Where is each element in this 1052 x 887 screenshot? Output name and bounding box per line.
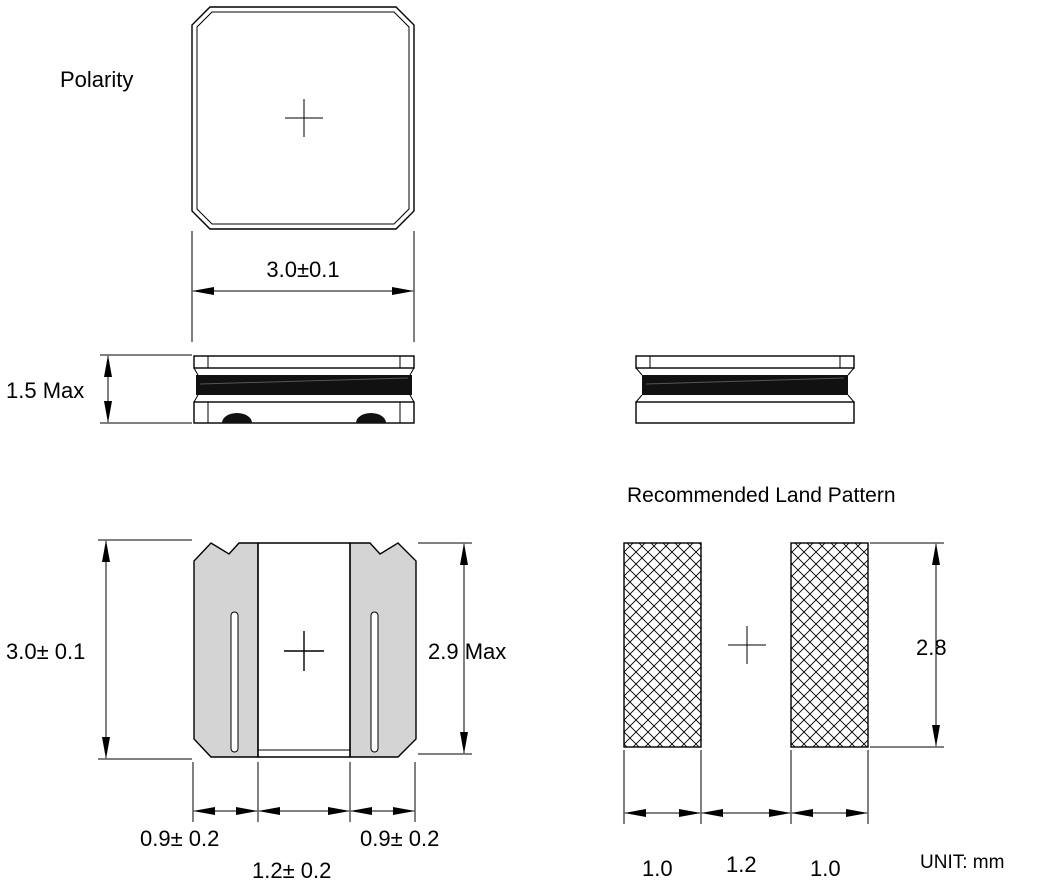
top-view: Polarity 3.0±0.1 (60, 6, 415, 342)
inner-height-label: 2.9 Max (428, 639, 506, 664)
bottom-height-label: 3.0± 0.1 (6, 639, 85, 664)
terminal-left-label: 0.9± 0.2 (140, 826, 219, 851)
unit-label: UNIT: mm (920, 852, 1004, 873)
bottom-view: 3.0± 0.1 2.9 Max 0.9± 0.2 1.2± 0.2 0.9± … (6, 539, 506, 883)
land-pad-left (623, 542, 702, 748)
land-height-label: 2.8 (916, 635, 947, 660)
land-cross-icon (728, 626, 766, 664)
land-pad-right-label: 1.0 (810, 856, 841, 881)
land-gap-label: 1.2 (726, 852, 757, 877)
land-pad-right (790, 542, 869, 748)
polarity-cross-icon (285, 99, 323, 137)
land-pattern-title: Recommended Land Pattern (627, 484, 896, 507)
top-width-label: 3.0±0.1 (266, 257, 339, 282)
side-view-right (635, 355, 855, 424)
polarity-label: Polarity (60, 67, 133, 92)
side-view-front: 1.5 Max (6, 354, 415, 424)
terminal-left (193, 542, 259, 758)
land-pattern: Recommended Land Pattern 2.8 1.0 1.2 1.0… (623, 484, 1004, 881)
terminal-bump-left (222, 413, 252, 423)
center-cross-icon (284, 631, 324, 671)
top-view-outline (191, 6, 415, 230)
land-pad-left-label: 1.0 (642, 856, 673, 881)
terminal-right-label: 0.9± 0.2 (360, 826, 439, 851)
height-label: 1.5 Max (6, 378, 84, 403)
terminal-right (349, 542, 417, 758)
top-view-inner-outline (196, 11, 410, 225)
winding-band (196, 375, 412, 395)
terminal-slot-right (370, 611, 379, 753)
terminal-slot-left (230, 611, 239, 753)
center-gap-label: 1.2± 0.2 (252, 858, 331, 883)
terminal-bump-right (356, 413, 386, 423)
